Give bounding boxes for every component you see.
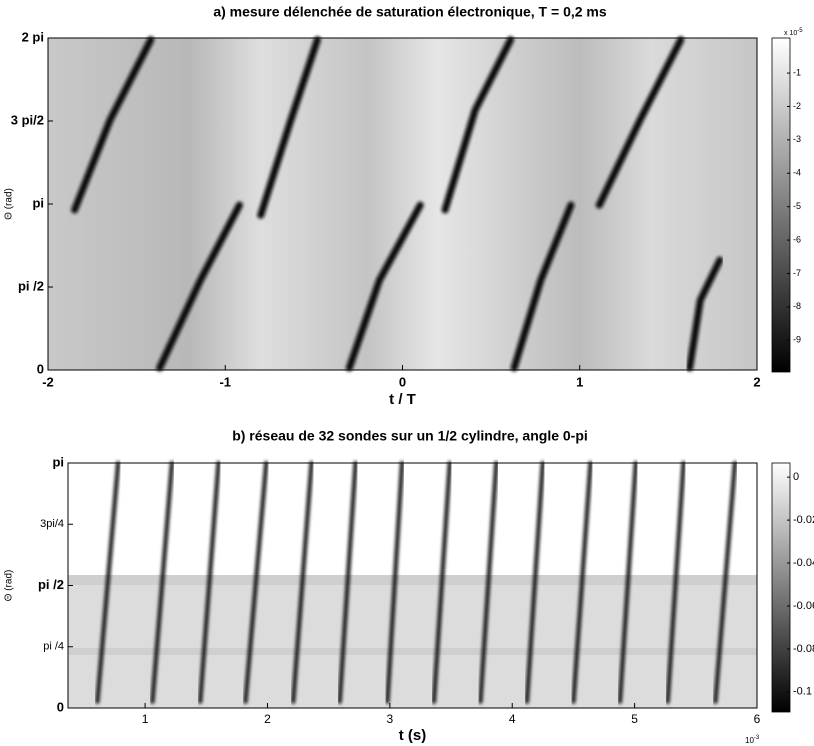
colorbar-tick-label: -0.08 bbox=[793, 643, 814, 655]
x-tick-label: 1 bbox=[142, 712, 149, 726]
ridge bbox=[337, 461, 358, 704]
colorbar-tick-label: 0 bbox=[793, 471, 799, 483]
ridge bbox=[431, 461, 452, 704]
heatmap-band bbox=[68, 648, 757, 655]
ridge bbox=[198, 461, 221, 704]
y-tick-label: 0 bbox=[57, 699, 64, 714]
y-axis-label: Θ (rad) bbox=[4, 188, 15, 220]
x-tick-label: 2 bbox=[753, 374, 760, 389]
colorbar-tick-label: -5 bbox=[793, 201, 801, 211]
heatmap-background bbox=[68, 575, 757, 708]
colorbar-tick-label: -2 bbox=[793, 101, 801, 111]
colorbar-tick-label: -6 bbox=[793, 234, 801, 244]
colorbar-tick-label: -0.02 bbox=[793, 514, 814, 526]
ridge bbox=[478, 461, 499, 704]
ridge bbox=[243, 461, 269, 704]
y-axis-label: Θ (rad) bbox=[4, 570, 15, 602]
ridge bbox=[385, 461, 405, 704]
chart-title: a) mesure délenchée de saturation électr… bbox=[213, 4, 607, 20]
x-tick-label: -1 bbox=[219, 374, 231, 389]
x-tick-label: 5 bbox=[631, 712, 638, 726]
heatmap-background bbox=[48, 38, 757, 370]
y-tick-label: pi bbox=[32, 195, 44, 210]
x-axis-label: t (s) bbox=[399, 727, 427, 744]
heatmap-background bbox=[68, 463, 757, 575]
x-tick-label: 1 bbox=[576, 374, 583, 389]
x-exponent: 10-3 bbox=[745, 735, 760, 746]
y-tick-label: pi /4 bbox=[43, 641, 64, 653]
x-tick-label: 6 bbox=[754, 712, 761, 726]
x-tick-label: 3 bbox=[387, 712, 394, 726]
colorbar-tick-label: -0.06 bbox=[793, 600, 814, 612]
colorbar-tick-label: -1 bbox=[793, 67, 801, 77]
x-tick-label: 2 bbox=[264, 712, 271, 726]
x-axis-label: t / T bbox=[389, 391, 416, 408]
ridge bbox=[595, 36, 685, 209]
ridge bbox=[345, 201, 424, 372]
colorbar-tick-label: -9 bbox=[793, 335, 801, 345]
colorbar-exponent-power: -5 bbox=[797, 28, 803, 34]
colorbar bbox=[771, 37, 791, 373]
x-tick-label: 4 bbox=[509, 712, 516, 726]
y-tick-label: pi /2 bbox=[18, 278, 44, 293]
ridge bbox=[150, 461, 175, 704]
ridge bbox=[291, 461, 314, 704]
y-tick-label: 3pi/4 bbox=[40, 518, 64, 530]
ridge bbox=[156, 201, 243, 372]
ridge bbox=[713, 461, 737, 704]
colorbar-tick-label: -3 bbox=[793, 134, 801, 144]
y-tick-label: pi /2 bbox=[38, 577, 64, 592]
ridge bbox=[571, 461, 593, 704]
ridge bbox=[257, 36, 321, 219]
y-tick-label: 0 bbox=[37, 361, 44, 376]
y-tick-label: pi bbox=[52, 454, 64, 469]
chart-title: b) réseau de 32 sondes sur un 1/2 cylind… bbox=[232, 428, 588, 444]
ridge bbox=[665, 461, 686, 704]
colorbar-tick-label: -8 bbox=[793, 301, 801, 311]
x-exponent-base: 10 bbox=[745, 736, 754, 745]
colorbar bbox=[771, 462, 791, 713]
y-tick-label: 3 pi/2 bbox=[11, 112, 44, 127]
ridge bbox=[510, 201, 575, 372]
x-exponent-power: -3 bbox=[754, 735, 760, 741]
ridge bbox=[524, 461, 545, 704]
heatmap-band bbox=[68, 575, 757, 585]
colorbar-tick-label: -4 bbox=[793, 168, 801, 178]
x-tick-label: -2 bbox=[42, 374, 54, 389]
colorbar-exponent-base: x 10 bbox=[784, 30, 797, 37]
x-tick-label: 0 bbox=[399, 374, 406, 389]
ridge bbox=[441, 36, 515, 214]
colorbar-tick-label: -0.04 bbox=[793, 557, 814, 569]
colorbar-tick-label: -0.1 bbox=[793, 686, 812, 698]
colorbar-exponent: x 10-5 bbox=[784, 28, 803, 37]
colorbar-tick-label: -7 bbox=[793, 268, 801, 278]
ridge bbox=[71, 36, 155, 214]
ridge bbox=[95, 461, 121, 704]
y-tick-label: 2 pi bbox=[22, 29, 44, 44]
ridge bbox=[686, 256, 724, 372]
ridge bbox=[617, 461, 638, 704]
